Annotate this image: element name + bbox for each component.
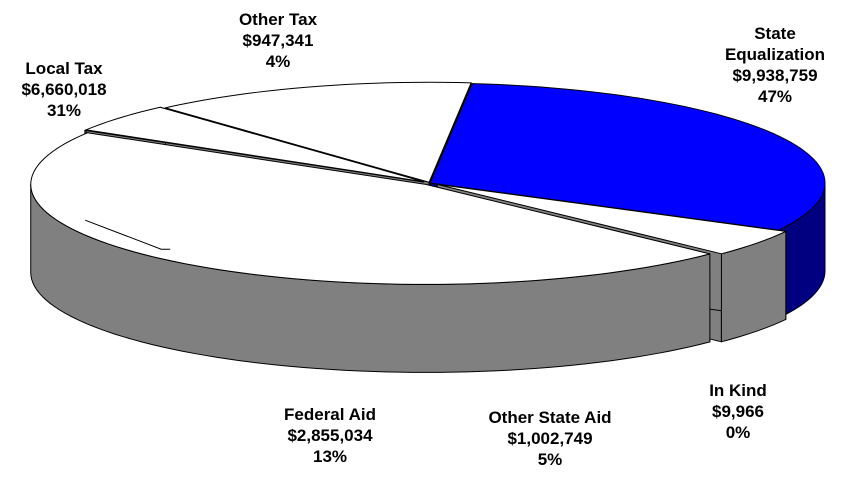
- label-other-state-aid: Other State Aid $1,002,749 5%: [488, 408, 612, 469]
- label-federal-aid: Federal Aid $2,855,034 13%: [284, 405, 376, 466]
- slice-other-state-aid: [85, 106, 425, 183]
- label-other-tax: Other Tax $947,341 4%: [238, 10, 318, 71]
- in-kind-leader-line: [85, 219, 171, 250]
- label-local-tax: Local Tax $6,660,018 31%: [21, 59, 107, 120]
- label-in-kind: In Kind $9,966 0%: [709, 381, 767, 442]
- slice-other-tax: [436, 183, 787, 255]
- slice-local-tax: [429, 83, 826, 231]
- label-state-equalization: State Equalization $9,938,759 47%: [724, 24, 826, 106]
- slice-state-equalization: [30, 132, 711, 285]
- slice-federal-aid: [164, 81, 472, 183]
